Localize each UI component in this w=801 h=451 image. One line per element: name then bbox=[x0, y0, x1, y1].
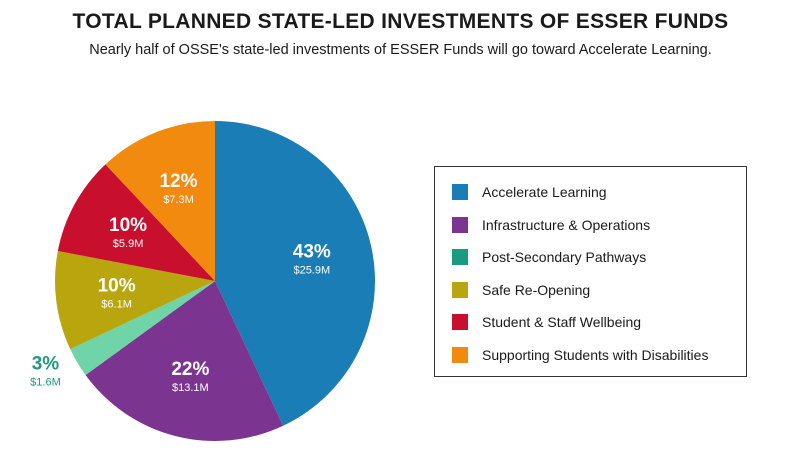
legend-swatch bbox=[452, 184, 468, 200]
legend-label: Post-Secondary Pathways bbox=[482, 249, 647, 265]
legend-item-post-secondary-pathways: Post-Secondary Pathways bbox=[452, 247, 646, 267]
slice-amount-label: $7.3M bbox=[163, 194, 194, 206]
legend-label: Infrastructure & Operations bbox=[482, 216, 651, 233]
slice-percent-label: 22% bbox=[171, 359, 209, 380]
slice-amount-label: $5.9M bbox=[113, 238, 144, 250]
slice-percent-label: 12% bbox=[159, 171, 197, 192]
slice-percent-label: 43% bbox=[293, 241, 331, 262]
pie-slice-infrastructure-and-operations bbox=[85, 281, 284, 442]
legend-swatch bbox=[452, 249, 468, 265]
pie-slice-student-and-staff-wellbeing bbox=[57, 164, 215, 281]
legend: Accelerate Learning Infrastructure & Oper… bbox=[434, 166, 747, 377]
legend-label: Student & Staff Wellbeing bbox=[482, 314, 642, 330]
slice-amount-label: $1.6M bbox=[30, 377, 61, 389]
legend-swatch bbox=[452, 216, 468, 233]
chart-title: TOTAL PLANNED STATE-LED INVESTMENTS OF E… bbox=[72, 10, 729, 33]
legend-item-infrastructure-and-operations: Infrastructure & Operations bbox=[452, 215, 650, 235]
slice-percent-label: 10% bbox=[109, 215, 147, 236]
slice-amount-label: $25.9M bbox=[293, 264, 330, 276]
legend-swatch bbox=[452, 314, 468, 330]
legend-label: Accelerate Learning bbox=[482, 184, 607, 200]
legend-label: Safe Re-Opening bbox=[482, 281, 591, 298]
legend-item-supporting-students-with-disabilities: Supporting Students with Disabilities bbox=[452, 345, 708, 365]
legend-item-accelerate-learning: Accelerate Learning bbox=[452, 182, 607, 202]
legend-swatch bbox=[452, 281, 468, 298]
slice-percent-label: 3% bbox=[32, 354, 60, 375]
legend-swatch bbox=[452, 346, 468, 363]
pie-slice-post-secondary-pathways bbox=[70, 281, 216, 376]
slice-percent-label: 10% bbox=[98, 275, 136, 296]
slice-amount-label: $13.1M bbox=[172, 382, 209, 394]
legend-label: Supporting Students with Disabilities bbox=[482, 346, 709, 363]
pie-slice-accelerate-learning bbox=[215, 121, 376, 426]
pie-slice-supporting-students-with-disabilities bbox=[105, 121, 215, 281]
pie-slice-safe-re-opening bbox=[54, 251, 215, 350]
legend-item-student-and-staff-wellbeing: Student & Staff Wellbeing bbox=[452, 312, 641, 332]
slice-amount-label: $6.1M bbox=[101, 298, 132, 310]
legend-item-safe-re-opening: Safe Re-Opening bbox=[452, 280, 590, 300]
chart-subtitle: Nearly half of OSSE's state-led investme… bbox=[89, 42, 712, 58]
